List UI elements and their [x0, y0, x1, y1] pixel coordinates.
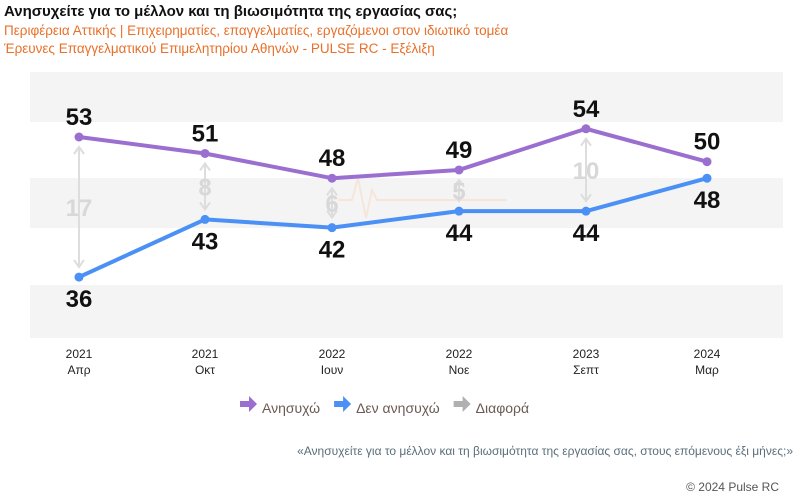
data-label: 48: [694, 187, 721, 214]
difference-arrowhead: [580, 137, 592, 203]
x-tick-label: Απρ: [67, 363, 90, 377]
difference-label: 17: [66, 195, 93, 222]
data-point: [581, 206, 591, 216]
data-point: [581, 124, 591, 134]
difference-arrowhead: [453, 178, 465, 203]
data-point: [454, 206, 464, 216]
series-line-not-worried: [78, 176, 708, 279]
data-point: [327, 173, 337, 183]
data-label: 44: [573, 220, 600, 247]
data-point: [200, 148, 210, 158]
data-point: [74, 272, 84, 282]
x-tick-label: 2022: [319, 347, 346, 361]
x-tick-label: 2021: [192, 347, 219, 361]
data-label: 54: [573, 96, 600, 123]
data-point: [327, 223, 337, 233]
x-tick-label: Μαρ: [695, 363, 719, 377]
x-tick-label: Οκτ: [195, 363, 215, 377]
data-point: [702, 157, 712, 167]
data-point: [74, 132, 84, 142]
data-label: 53: [66, 104, 93, 131]
chart-source: Έρευνες Επαγγελματικού Επιμελητηρίου Αθη…: [4, 41, 435, 56]
data-label: 44: [446, 220, 473, 247]
legend-label: Διαφορά: [476, 400, 529, 416]
difference-arrowhead: [199, 161, 211, 212]
difference-arrowhead: [73, 145, 85, 269]
x-tick-label: Νοε: [449, 363, 470, 377]
difference-label: 10: [573, 158, 600, 185]
difference-label: 8: [198, 174, 211, 201]
x-tick-label: 2023: [573, 347, 600, 361]
copyright: © 2024 Pulse RC: [686, 480, 779, 494]
data-label: 36: [66, 286, 93, 313]
x-tick-label: 2024: [694, 347, 721, 361]
legend-marker-icon: [453, 396, 471, 412]
data-label: 48: [319, 145, 346, 172]
chart-subtitle: Περιφέρεια Αττικής | Επιχειρηματίες, επα…: [4, 23, 509, 38]
x-tick-label: Ιουν: [321, 363, 344, 377]
x-tick-label: 2021: [66, 347, 93, 361]
legend-marker-icon: [334, 396, 352, 412]
data-label: 50: [694, 129, 721, 156]
survey-question: «Ανησυχείτε για το μέλλον και τη βιωσιμό…: [297, 444, 793, 458]
grid-band: [30, 178, 783, 228]
data-label: 42: [319, 237, 346, 264]
data-label: 43: [192, 228, 219, 255]
data-label: 49: [446, 137, 473, 164]
data-label: 51: [192, 120, 219, 147]
grid-band: [30, 72, 783, 122]
chart-title: Ανησυχείτε για το μέλλον και τη βιωσιμότ…: [4, 3, 458, 20]
grid-band: [30, 285, 783, 338]
difference-label: 5: [452, 179, 465, 206]
difference-arrowhead: [326, 186, 338, 220]
legend-marker-icon: [240, 396, 257, 412]
data-point: [454, 165, 464, 175]
x-tick-label: 2022: [446, 347, 473, 361]
data-point: [200, 214, 210, 224]
difference-label: 6: [325, 191, 338, 218]
x-tick-label: Σεπτ: [573, 363, 599, 377]
legend-label: Ανησυχώ: [262, 400, 320, 416]
legend-label: Δεν ανησυχώ: [356, 400, 440, 416]
series-line-worried: [78, 126, 708, 181]
watermark-logo-icon: [338, 177, 507, 219]
data-point: [702, 173, 712, 183]
